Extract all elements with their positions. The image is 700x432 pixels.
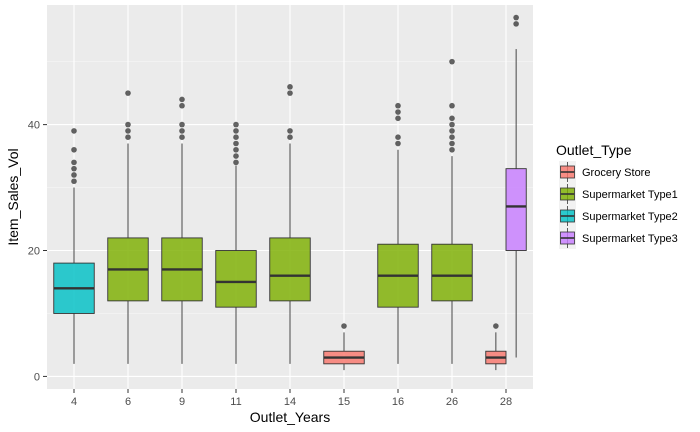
- x-axis-ticks: 4 6 9 11 14 15 16 26 28: [71, 389, 512, 408]
- outlier-point: [71, 159, 77, 166]
- legend: Outlet_Type Grocery Store Supermarket Typ…: [556, 142, 678, 249]
- x-tick-label: 26: [446, 396, 458, 408]
- outlier-point: [125, 128, 131, 134]
- box-26-supermarket-type1: [431, 58, 473, 364]
- outlier-point: [449, 146, 455, 153]
- box-iqr: [215, 250, 257, 308]
- outlier-point: [395, 109, 401, 115]
- outlier-point: [125, 134, 131, 140]
- outlier-point: [233, 159, 239, 166]
- outlier-point: [179, 102, 185, 109]
- outlier-point: [233, 146, 239, 153]
- outlier-point: [233, 128, 239, 134]
- x-tick-label: 6: [125, 396, 131, 408]
- x-tick-label: 28: [500, 396, 512, 408]
- x-tick-label: 9: [179, 396, 185, 408]
- y-axis-title: Item_Sales_Vol: [5, 148, 21, 245]
- box-28-grocery-store: [485, 323, 507, 371]
- outlier-point: [179, 121, 185, 128]
- outlier-point: [71, 165, 77, 172]
- outlier-point: [179, 96, 185, 103]
- outlier-point: [513, 14, 519, 21]
- outlier-point: [179, 134, 185, 140]
- boxes: [53, 14, 527, 371]
- legend-item-supermarket-type2: Supermarket Type2: [559, 205, 678, 227]
- outlier-point: [449, 121, 455, 128]
- x-tick-label: 15: [338, 396, 350, 408]
- box-14-supermarket-type1: [269, 84, 311, 364]
- box-4-supermarket-type2: [53, 128, 95, 364]
- outlier-point: [287, 128, 293, 134]
- outlier-point: [513, 21, 519, 27]
- box-6-supermarket-type1: [107, 90, 149, 364]
- outlier-point: [449, 128, 455, 134]
- outlier-point: [125, 121, 131, 128]
- outlier-point: [449, 102, 455, 109]
- outlier-point: [449, 115, 455, 122]
- box-9-supermarket-type1: [161, 96, 203, 364]
- x-tick-label: 4: [71, 396, 77, 408]
- legend-item-supermarket-type1: Supermarket Type1: [559, 183, 678, 205]
- outlier-point: [449, 140, 455, 147]
- outlier-point: [493, 323, 499, 329]
- outlier-point: [233, 134, 239, 140]
- outlier-point: [287, 134, 293, 140]
- outlier-point: [395, 134, 401, 140]
- y-tick-label: 20: [28, 246, 40, 258]
- legend-label: Supermarket Type1: [582, 189, 678, 201]
- outlier-point: [395, 102, 401, 109]
- outlier-point: [341, 323, 347, 329]
- box-15-grocery-store: [323, 323, 365, 371]
- outlier-point: [125, 90, 131, 96]
- box-28-supermarket-type3: [505, 14, 527, 358]
- x-tick-label: 11: [230, 396, 241, 408]
- outlier-point: [449, 58, 455, 65]
- y-tick-label: 40: [28, 120, 40, 132]
- outlier-point: [71, 146, 77, 153]
- outlier-point: [233, 121, 239, 128]
- legend-label: Grocery Store: [582, 167, 650, 179]
- legend-label: Supermarket Type2: [582, 211, 678, 223]
- y-axis-ticks: 0 20 40: [28, 120, 47, 383]
- x-tick-label: 16: [392, 396, 404, 408]
- outlier-point: [395, 115, 401, 122]
- box-iqr: [505, 168, 527, 251]
- legend-title: Outlet_Type: [556, 142, 632, 158]
- outlier-point: [287, 90, 293, 96]
- box-16-supermarket-type1: [377, 102, 419, 364]
- box-11-supermarket-type1: [215, 121, 257, 364]
- box-iqr: [431, 243, 473, 302]
- outlier-point: [71, 178, 77, 185]
- legend-item-grocery-store: Grocery Store: [559, 161, 650, 183]
- legend-item-supermarket-type3: Supermarket Type3: [559, 227, 678, 249]
- box-iqr: [269, 237, 311, 302]
- outlier-point: [179, 128, 185, 134]
- outlier-point: [449, 134, 455, 140]
- legend-label: Supermarket Type3: [582, 233, 678, 245]
- outlier-point: [287, 84, 293, 90]
- y-tick-label: 0: [34, 371, 40, 383]
- outlier-point: [233, 153, 239, 159]
- x-tick-label: 14: [284, 396, 296, 408]
- outlier-point: [71, 172, 77, 178]
- x-axis-title: Outlet_Years: [250, 409, 330, 425]
- outlier-point: [71, 128, 77, 134]
- outlier-point: [395, 140, 401, 147]
- outlier-point: [233, 140, 239, 147]
